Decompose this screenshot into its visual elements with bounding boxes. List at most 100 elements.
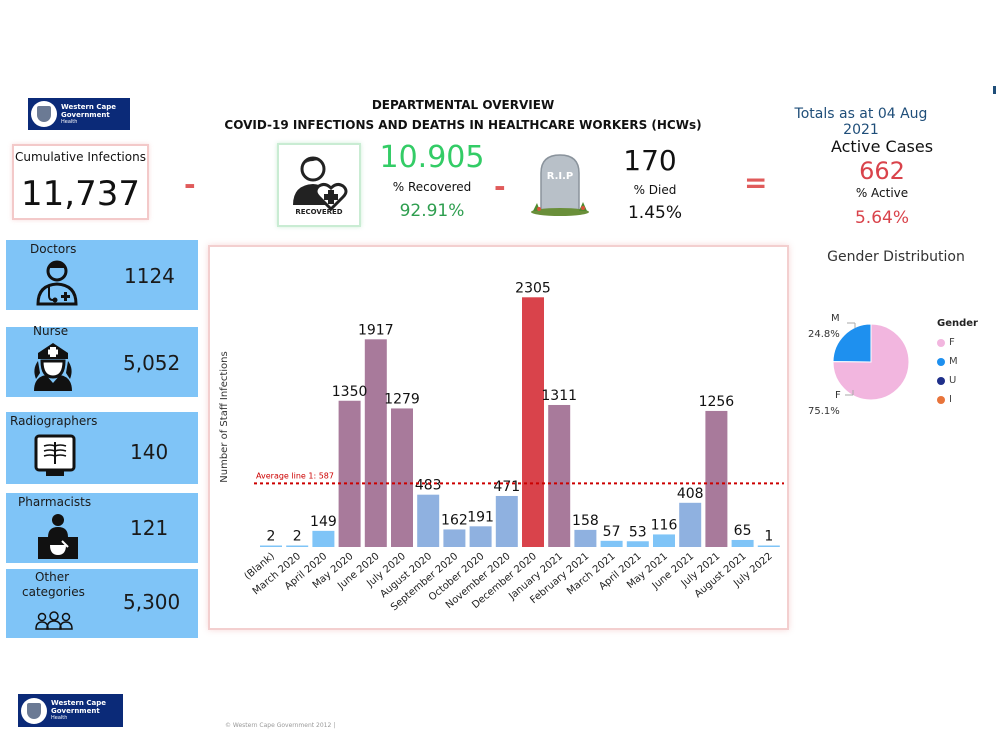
active-cases-title: Active Cases <box>830 137 934 156</box>
edge-marker <box>993 86 996 94</box>
page-subtitle: COVID-19 INFECTIONS AND DEATHS IN HEALTH… <box>224 118 702 132</box>
bar-8 <box>469 526 492 547</box>
bar-value-label-3: 1350 <box>332 384 368 400</box>
category-card-nurse: Nurse 5,052 <box>6 324 198 397</box>
totals-date: Totals as at 04 Aug 2021 <box>794 106 928 138</box>
recovered-person-heart-icon <box>293 156 348 212</box>
tombstone-icon: R.I.P <box>531 154 589 216</box>
legend-item-m: M <box>937 356 958 367</box>
minus-operator: - <box>184 168 196 201</box>
bar-value-label-14: 53 <box>629 524 647 540</box>
bar-12 <box>574 529 597 547</box>
gender-legend-title: Gender <box>937 318 978 329</box>
bar-value-label-11: 1311 <box>541 388 577 404</box>
bar-value-label-4: 1917 <box>358 322 394 338</box>
bar-17 <box>705 410 728 547</box>
logo-line1: Western Cape <box>51 699 106 707</box>
pie-pct-m: 24.8% <box>808 329 840 340</box>
category-label: Doctors <box>30 242 77 256</box>
bar-chart-svg: Number of Staff Infections 2 2 149 1350 1917… <box>219 280 784 613</box>
bar-10 <box>522 297 544 547</box>
category-value: 1124 <box>124 264 175 288</box>
bar-value-label-17: 1256 <box>699 394 735 410</box>
bar-0 <box>260 545 282 547</box>
bar-value-label-0: 2 <box>267 529 276 545</box>
cumulative-value: 11,737 <box>21 174 140 214</box>
bar-value-label-12: 158 <box>572 513 599 529</box>
minus-operator-2: - <box>494 170 506 203</box>
doctor-icon <box>36 260 78 306</box>
recovered-percent: 92.91% <box>399 201 465 221</box>
legend-label: I <box>949 394 952 405</box>
bar-13 <box>600 540 623 547</box>
legend-item-f: F <box>937 337 955 348</box>
logo-line2: Government <box>51 707 100 715</box>
pie-label-m: M <box>831 313 840 324</box>
legend-dot-icon <box>937 376 945 385</box>
recovered-label: % Recovered <box>392 180 472 194</box>
logo-line1: Western Cape <box>61 102 116 111</box>
category-label: Other categories <box>22 570 85 599</box>
bar-16 <box>679 502 702 547</box>
category-card-doctors: Doctors 1124 <box>6 240 198 310</box>
page-title: DEPARTMENTAL OVERVIEW <box>371 98 555 112</box>
category-label: Radiographers <box>10 414 98 428</box>
category-label: Pharmacists <box>18 495 92 509</box>
bar-9 <box>495 495 518 547</box>
category-value: 140 <box>130 440 169 464</box>
pie-slice-m <box>832 323 872 363</box>
footer-copyright: © Western Cape Government 2012 | <box>225 722 336 729</box>
legend-label: F <box>949 337 955 348</box>
legend-item-i: I <box>937 394 952 405</box>
bar-7 <box>443 529 466 547</box>
bar-4 <box>364 339 387 547</box>
legend-dot-icon <box>937 357 945 366</box>
bar-18 <box>731 539 754 547</box>
gender-pie-chart: M 24.8% F 75.1% <box>808 313 910 417</box>
bar-value-label-1: 2 <box>293 529 302 545</box>
bar-14 <box>626 541 649 547</box>
tombstone-text: R.I.P <box>547 171 574 182</box>
bar-value-label-8: 191 <box>467 509 494 525</box>
bar-11 <box>548 404 571 547</box>
western-cape-logo-top: Western Cape Government Health <box>28 98 130 130</box>
bar-value-label-19: 1 <box>764 529 773 545</box>
logo-line3: Health <box>61 118 78 125</box>
bar-3 <box>338 400 361 547</box>
active-percent: 5.64% <box>854 208 909 228</box>
staff-infections-chart: Number of Staff Infections 2 2 149 1350 1917… <box>208 245 789 630</box>
pharmacist-icon <box>38 514 78 559</box>
bar-value-label-6: 483 <box>415 478 442 494</box>
died-label: % Died <box>633 183 677 197</box>
recovered-caption: RECOVERED <box>295 208 343 216</box>
bar-value-label-5: 1279 <box>384 391 420 407</box>
bar-value-label-13: 57 <box>603 524 621 540</box>
logo-line2: Government <box>61 110 110 119</box>
logo-line3: Health <box>51 715 68 721</box>
bar-value-label-10: 2305 <box>515 280 551 296</box>
category-value: 121 <box>130 516 169 540</box>
legend-label: U <box>949 375 957 386</box>
legend-item-u: U <box>937 375 956 386</box>
western-cape-logo-bottom: Western Cape Government Health <box>18 694 123 727</box>
active-cases-value: 662 <box>859 157 905 185</box>
pie-slice-f <box>832 323 910 401</box>
recovered-value: 10.905 <box>379 140 485 175</box>
bar-value-label-9: 471 <box>493 479 520 495</box>
category-label: Nurse <box>33 324 69 338</box>
bar-1 <box>286 545 309 547</box>
equals-operator: = <box>744 166 768 199</box>
died-percent: 1.45% <box>627 203 682 223</box>
legend-label: M <box>949 356 958 367</box>
category-card-other: Other categories 5,300 <box>6 569 198 638</box>
pie-label-f: F <box>835 390 841 401</box>
active-label: % Active <box>855 186 909 200</box>
crest-icon <box>21 697 47 724</box>
recovered-card: RECOVERED <box>277 143 361 227</box>
bar-value-label-16: 408 <box>677 486 704 502</box>
bar-2 <box>312 530 335 547</box>
nurse-icon <box>34 343 72 391</box>
average-line-label: Average line 1: 587 <box>256 471 334 480</box>
category-card-pharmacists: Pharmacists 121 <box>6 493 198 563</box>
bar-15 <box>653 534 675 547</box>
